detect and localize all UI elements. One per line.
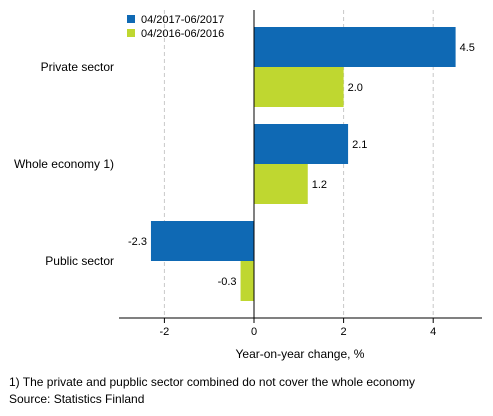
category-label: Private sector bbox=[41, 60, 114, 74]
x-axis: -2 0 2 4 bbox=[119, 10, 482, 338]
bar bbox=[254, 124, 349, 164]
value-label: 4.5 bbox=[460, 42, 475, 54]
bars bbox=[150, 27, 456, 301]
x-tick-label: -2 bbox=[160, 326, 170, 338]
bar bbox=[254, 67, 344, 107]
category-labels: Private sector Whole economy 1) Public sec… bbox=[14, 60, 114, 268]
value-label: 2.1 bbox=[352, 139, 367, 151]
bar bbox=[240, 261, 254, 301]
bar bbox=[254, 27, 456, 67]
category-label: Public sector bbox=[45, 254, 114, 268]
legend: 04/2017-06/2017 04/2016-06/2016 bbox=[127, 14, 224, 40]
value-label: -2.3 bbox=[128, 236, 147, 248]
value-label: 1.2 bbox=[312, 179, 327, 191]
legend-swatch bbox=[127, 29, 135, 37]
value-labels: 4.5 2.0 2.1 1.2 -2.3 -0.3 bbox=[128, 42, 475, 288]
bar bbox=[254, 164, 308, 204]
legend-label: 04/2017-06/2017 bbox=[141, 14, 224, 26]
x-tick-label: 4 bbox=[430, 326, 436, 338]
footnote: 1) The private and pupblic sector combin… bbox=[9, 375, 416, 389]
legend-swatch bbox=[127, 15, 135, 23]
value-label: 2.0 bbox=[348, 82, 363, 94]
legend-label: 04/2016-06/2016 bbox=[141, 28, 224, 40]
category-label: Whole economy 1) bbox=[14, 157, 114, 171]
x-axis-title: Year-on-year change, % bbox=[236, 347, 365, 361]
bar bbox=[150, 221, 254, 261]
value-label: -0.3 bbox=[218, 276, 237, 288]
x-tick-label: 2 bbox=[341, 326, 347, 338]
x-tick-label: 0 bbox=[251, 326, 257, 338]
bar-chart: Private sector Whole economy 1) Public sec… bbox=[14, 10, 482, 361]
source-note: Source: Statistics Finland bbox=[9, 392, 145, 406]
